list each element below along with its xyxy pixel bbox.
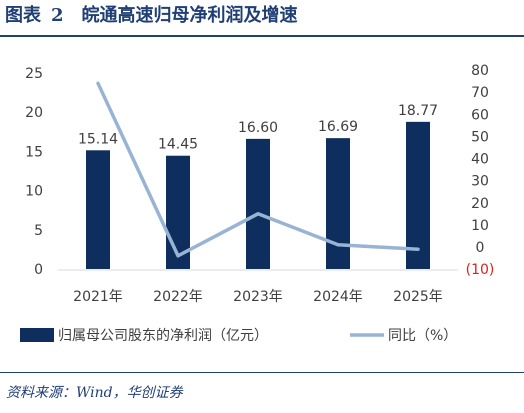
right-axis-tick-label: 30 xyxy=(471,174,489,190)
legend-label-bar: 归属母公司股东的净利润（亿元） xyxy=(58,327,268,344)
bar xyxy=(406,121,430,269)
x-axis-category-label: 2023年 xyxy=(233,289,283,305)
figure-title-text: 皖通高速归母净利润及增速 xyxy=(81,5,298,26)
right-axis-tick-label: 40 xyxy=(471,152,489,168)
bar-value-label: 15.14 xyxy=(78,131,118,147)
title-divider xyxy=(0,35,524,37)
growth-line-point xyxy=(416,247,420,251)
bar-value-label: 14.45 xyxy=(158,137,198,153)
source-divider xyxy=(0,372,524,373)
right-axis-tick-label: 50 xyxy=(471,129,489,145)
right-axis-tick-label: 60 xyxy=(471,107,489,123)
bar xyxy=(86,150,110,269)
x-axis-category-label: 2022年 xyxy=(153,289,203,305)
source-note: 资料来源：Wind，华创证券 xyxy=(6,385,183,401)
x-axis-category-label: 2024年 xyxy=(313,289,363,305)
left-axis-tick-label: 20 xyxy=(25,105,43,121)
right-axis-tick-label: 10 xyxy=(471,218,489,234)
right-axis-tick-label: 0 xyxy=(476,240,485,256)
growth-line-point xyxy=(176,254,180,258)
left-axis-tick-label: 15 xyxy=(25,144,43,160)
right-axis-tick-label: 70 xyxy=(471,85,489,101)
bar-value-label: 16.60 xyxy=(238,120,278,136)
right-axis-tick-label: 80 xyxy=(471,63,489,79)
chart: 0 5 10 15 20 25 (10) 0 10 20 30 40 50 60 70 80 15.14 2021… xyxy=(20,63,495,344)
bar xyxy=(246,138,270,269)
growth-line-point xyxy=(336,243,340,247)
growth-line-point xyxy=(256,212,260,216)
legend-label-line: 同比（%） xyxy=(388,328,457,344)
x-axis-category-label: 2025年 xyxy=(393,289,443,305)
bar-value-label: 16.69 xyxy=(318,119,358,135)
left-axis-tick-label: 10 xyxy=(25,184,43,200)
left-axis-tick-label: 25 xyxy=(25,66,43,82)
right-axis-tick-label: (10) xyxy=(466,262,495,278)
figure-number: 2 xyxy=(51,5,64,26)
right-axis-tick-label: 20 xyxy=(471,196,489,212)
left-axis-tick-label: 0 xyxy=(34,262,43,278)
legend-swatch-bar xyxy=(20,328,54,342)
figure-title: 图表 2 皖通高速归母净利润及增速 xyxy=(5,3,298,29)
bar xyxy=(326,138,350,269)
growth-line-point xyxy=(96,81,100,85)
figure-label: 图表 xyxy=(5,5,41,26)
x-axis-category-label: 2021年 xyxy=(73,289,123,305)
left-axis-tick-label: 5 xyxy=(34,223,43,239)
bar-value-label: 18.77 xyxy=(398,103,438,119)
